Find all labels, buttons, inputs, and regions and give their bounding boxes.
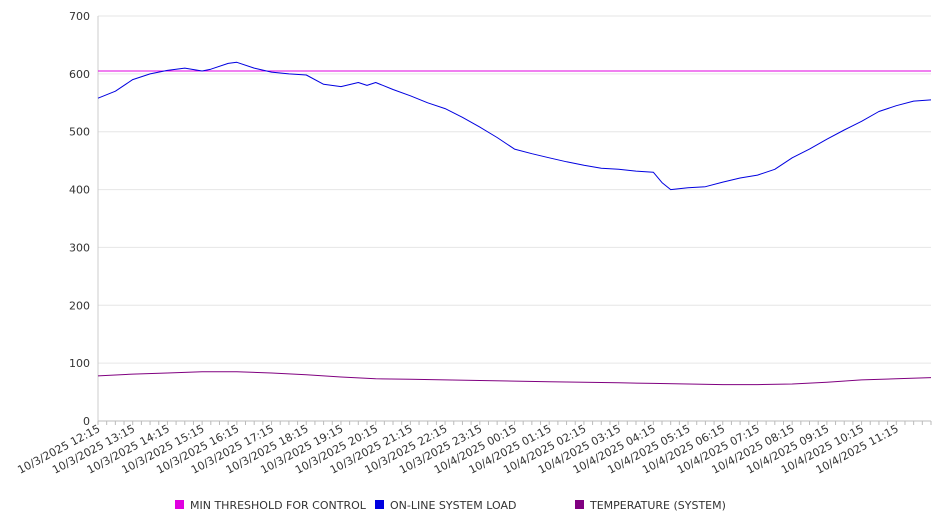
- y-tick-label-200: 200: [69, 299, 90, 312]
- series-line-temperature: [97, 371, 932, 386]
- y-tick-label-300: 300: [69, 241, 90, 254]
- y-tick-label-400: 400: [69, 184, 90, 197]
- series-line-system-load: [97, 61, 932, 191]
- legend-label-min-threshold: MIN THRESHOLD FOR CONTROL: [190, 499, 367, 512]
- legend-swatch-temperature: [575, 500, 584, 509]
- y-tick-label-700: 700: [69, 10, 90, 23]
- y-tick-label-0: 0: [83, 415, 90, 428]
- legend-label-temperature: TEMPERATURE (SYSTEM): [589, 499, 726, 512]
- y-tick-label-600: 600: [69, 68, 90, 81]
- axes: [97, 16, 932, 425]
- y-tick-label-500: 500: [69, 126, 90, 139]
- y-tick-labels: 0 100 200 300 400 500 600 700: [69, 10, 90, 428]
- legend-label-system-load: ON-LINE SYSTEM LOAD: [390, 499, 516, 512]
- y-tick-label-100: 100: [69, 357, 90, 370]
- legend-swatch-system-load: [375, 500, 384, 509]
- legend[interactable]: MIN THRESHOLD FOR CONTROL ON-LINE SYSTEM…: [175, 499, 726, 512]
- legend-swatch-min-threshold: [175, 500, 184, 509]
- series-lines: [97, 61, 932, 386]
- gridlines: [98, 15, 931, 364]
